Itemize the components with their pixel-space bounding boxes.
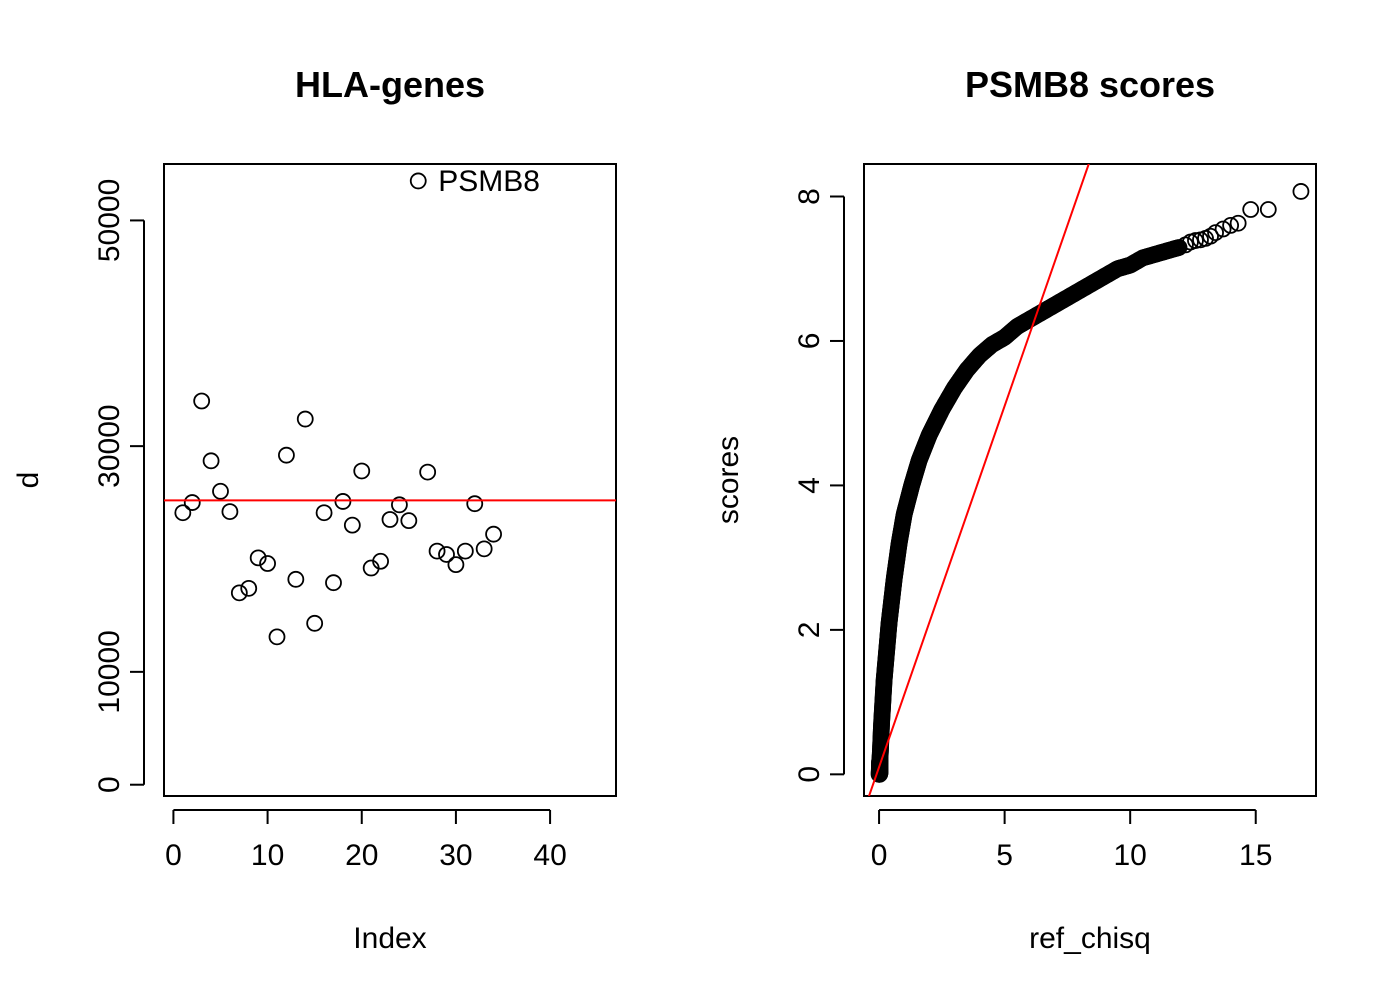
data-point <box>230 584 248 602</box>
data-point <box>381 511 399 528</box>
data-point <box>212 482 229 500</box>
data-point <box>1187 232 1204 249</box>
x-tick-label: 15 <box>1239 839 1272 872</box>
data-point <box>409 172 427 190</box>
y-axis-label: scores <box>712 436 745 524</box>
data-point <box>183 494 201 511</box>
data-point <box>447 556 465 574</box>
data-point <box>438 546 455 563</box>
data-point <box>343 516 361 534</box>
plot-frame <box>863 163 1317 797</box>
panel-psmb8-scores: PSMB8 scores 0 5 10 15 0 2 4 6 8 ref_chisq score… <box>712 64 1317 955</box>
y-axis-label: d <box>12 472 45 489</box>
data-point <box>372 552 389 570</box>
data-point <box>475 540 493 558</box>
y-tick-label: 2 <box>793 622 826 639</box>
axes: 0 5 10 15 0 2 4 6 8 <box>793 188 1272 872</box>
data-point <box>1292 183 1310 200</box>
x-tick-label: 10 <box>251 839 284 872</box>
x-tick-label: 10 <box>1113 839 1146 872</box>
data-point <box>1214 220 1232 238</box>
plot-frame <box>163 163 617 797</box>
data-point <box>1222 216 1240 234</box>
data-point <box>259 555 276 572</box>
data-point <box>315 504 333 522</box>
data-point <box>306 614 324 632</box>
data-point <box>249 549 267 567</box>
data-point <box>202 452 220 470</box>
data-point <box>268 628 286 646</box>
point-annotation: PSMB8 <box>438 165 540 198</box>
data-point <box>334 493 352 510</box>
data-point <box>466 495 484 513</box>
data-point <box>1242 201 1260 218</box>
data-point <box>325 574 342 592</box>
data-point <box>221 503 239 521</box>
scatter-points: PSMB8 <box>164 165 616 646</box>
data-point <box>1207 224 1224 242</box>
data-point <box>353 462 371 480</box>
data-point <box>1202 227 1219 245</box>
y-tick-label: 8 <box>793 188 826 205</box>
data-point <box>400 512 418 530</box>
data-point <box>296 410 314 428</box>
panel-hla-genes: HLA-genes 0 10 20 30 40 0 10000 30000 50000 PSMB… <box>12 64 617 955</box>
y-tick-label: 6 <box>793 333 826 350</box>
x-axis-label: Index <box>353 922 426 955</box>
plot-area <box>867 164 1310 796</box>
x-tick-label: 5 <box>996 839 1013 872</box>
data-point <box>485 525 502 543</box>
chart-title: PSMB8 scores <box>965 64 1215 105</box>
data-point <box>174 504 192 522</box>
data-point <box>287 570 305 588</box>
y-tick-label: 30000 <box>93 404 126 487</box>
data-point <box>278 446 295 464</box>
data-point <box>1229 214 1247 232</box>
scatter-points <box>867 164 1310 796</box>
data-point <box>428 542 446 560</box>
x-tick-label: 0 <box>871 839 888 872</box>
data-point <box>240 579 258 597</box>
x-axis-label: ref_chisq <box>1029 922 1151 955</box>
y-tick-label: 4 <box>793 477 826 494</box>
y-tick-label: 50000 <box>93 179 126 262</box>
x-tick-label: 20 <box>345 839 378 872</box>
axes: 0 10 20 30 40 0 10000 30000 50000 <box>93 179 567 872</box>
x-tick-label: 40 <box>533 839 566 872</box>
y-tick-label: 0 <box>793 766 826 783</box>
data-point <box>456 542 474 560</box>
y-tick-label: 0 <box>93 776 126 793</box>
chart-title: HLA-genes <box>295 64 485 105</box>
data-point <box>391 496 408 514</box>
plot-area <box>164 172 616 646</box>
y-tick-label: 10000 <box>93 630 126 713</box>
data-point <box>193 392 211 410</box>
x-tick-label: 30 <box>439 839 472 872</box>
data-point <box>419 463 437 481</box>
data-point <box>1259 201 1277 218</box>
reference-line <box>867 164 1090 796</box>
x-tick-label: 0 <box>165 839 182 872</box>
